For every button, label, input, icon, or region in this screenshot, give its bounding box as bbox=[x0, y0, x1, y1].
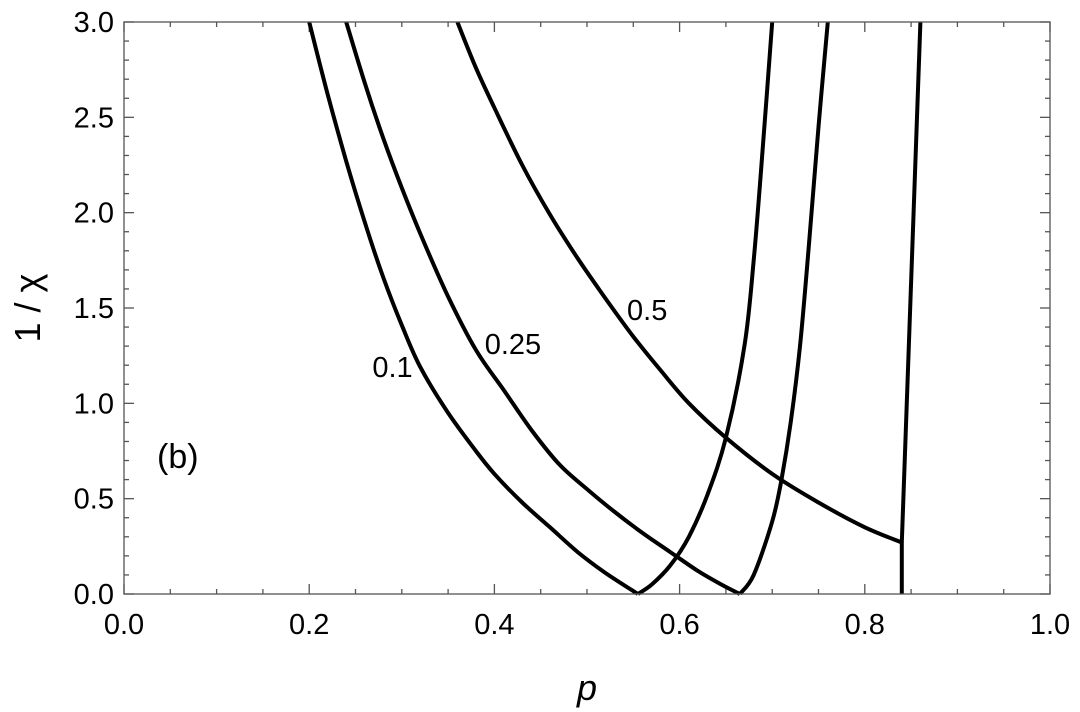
y-tick-label: 0.5 bbox=[74, 484, 114, 516]
curve-annotation-1: 0.25 bbox=[485, 329, 541, 361]
y-tick-label: 2.0 bbox=[74, 198, 114, 230]
x-tick-label: 0.0 bbox=[104, 609, 144, 641]
x-tick-label: 1.0 bbox=[1030, 609, 1070, 641]
series-line-4 bbox=[455, 21, 903, 545]
y-tick-label: 0.0 bbox=[74, 579, 114, 611]
plot-frame bbox=[123, 21, 1051, 595]
series-line-2 bbox=[344, 21, 741, 596]
x-tick-label: 0.2 bbox=[289, 609, 329, 641]
x-axis-label: p bbox=[576, 667, 597, 708]
x-tick-label: 0.6 bbox=[659, 609, 699, 641]
labels-layer: 0.0 0.2 0.4 0.6 0.8 1.0 0.0 0.5 1.0 1.5 2.0 2.5 3.0 0… bbox=[74, 7, 1070, 641]
panel-label: (b) bbox=[157, 438, 199, 476]
series-line-3 bbox=[738, 21, 830, 596]
x-tick-label: 0.4 bbox=[474, 609, 514, 641]
curve-annotation-0: 0.1 bbox=[372, 352, 412, 384]
series-line-0 bbox=[307, 21, 639, 596]
y-tick-label: 3.0 bbox=[74, 7, 114, 39]
x-tick-label: 0.8 bbox=[845, 609, 885, 641]
y-tick-label: 2.5 bbox=[74, 102, 114, 134]
curve-annotation-2: 0.5 bbox=[627, 295, 667, 327]
y-axis-label: 1 / χ bbox=[7, 273, 48, 342]
series-line-6 bbox=[899, 21, 923, 543]
y-tick-label: 1.5 bbox=[74, 293, 114, 325]
y-tick-label: 1.0 bbox=[74, 388, 114, 420]
curves-layer bbox=[307, 21, 923, 596]
